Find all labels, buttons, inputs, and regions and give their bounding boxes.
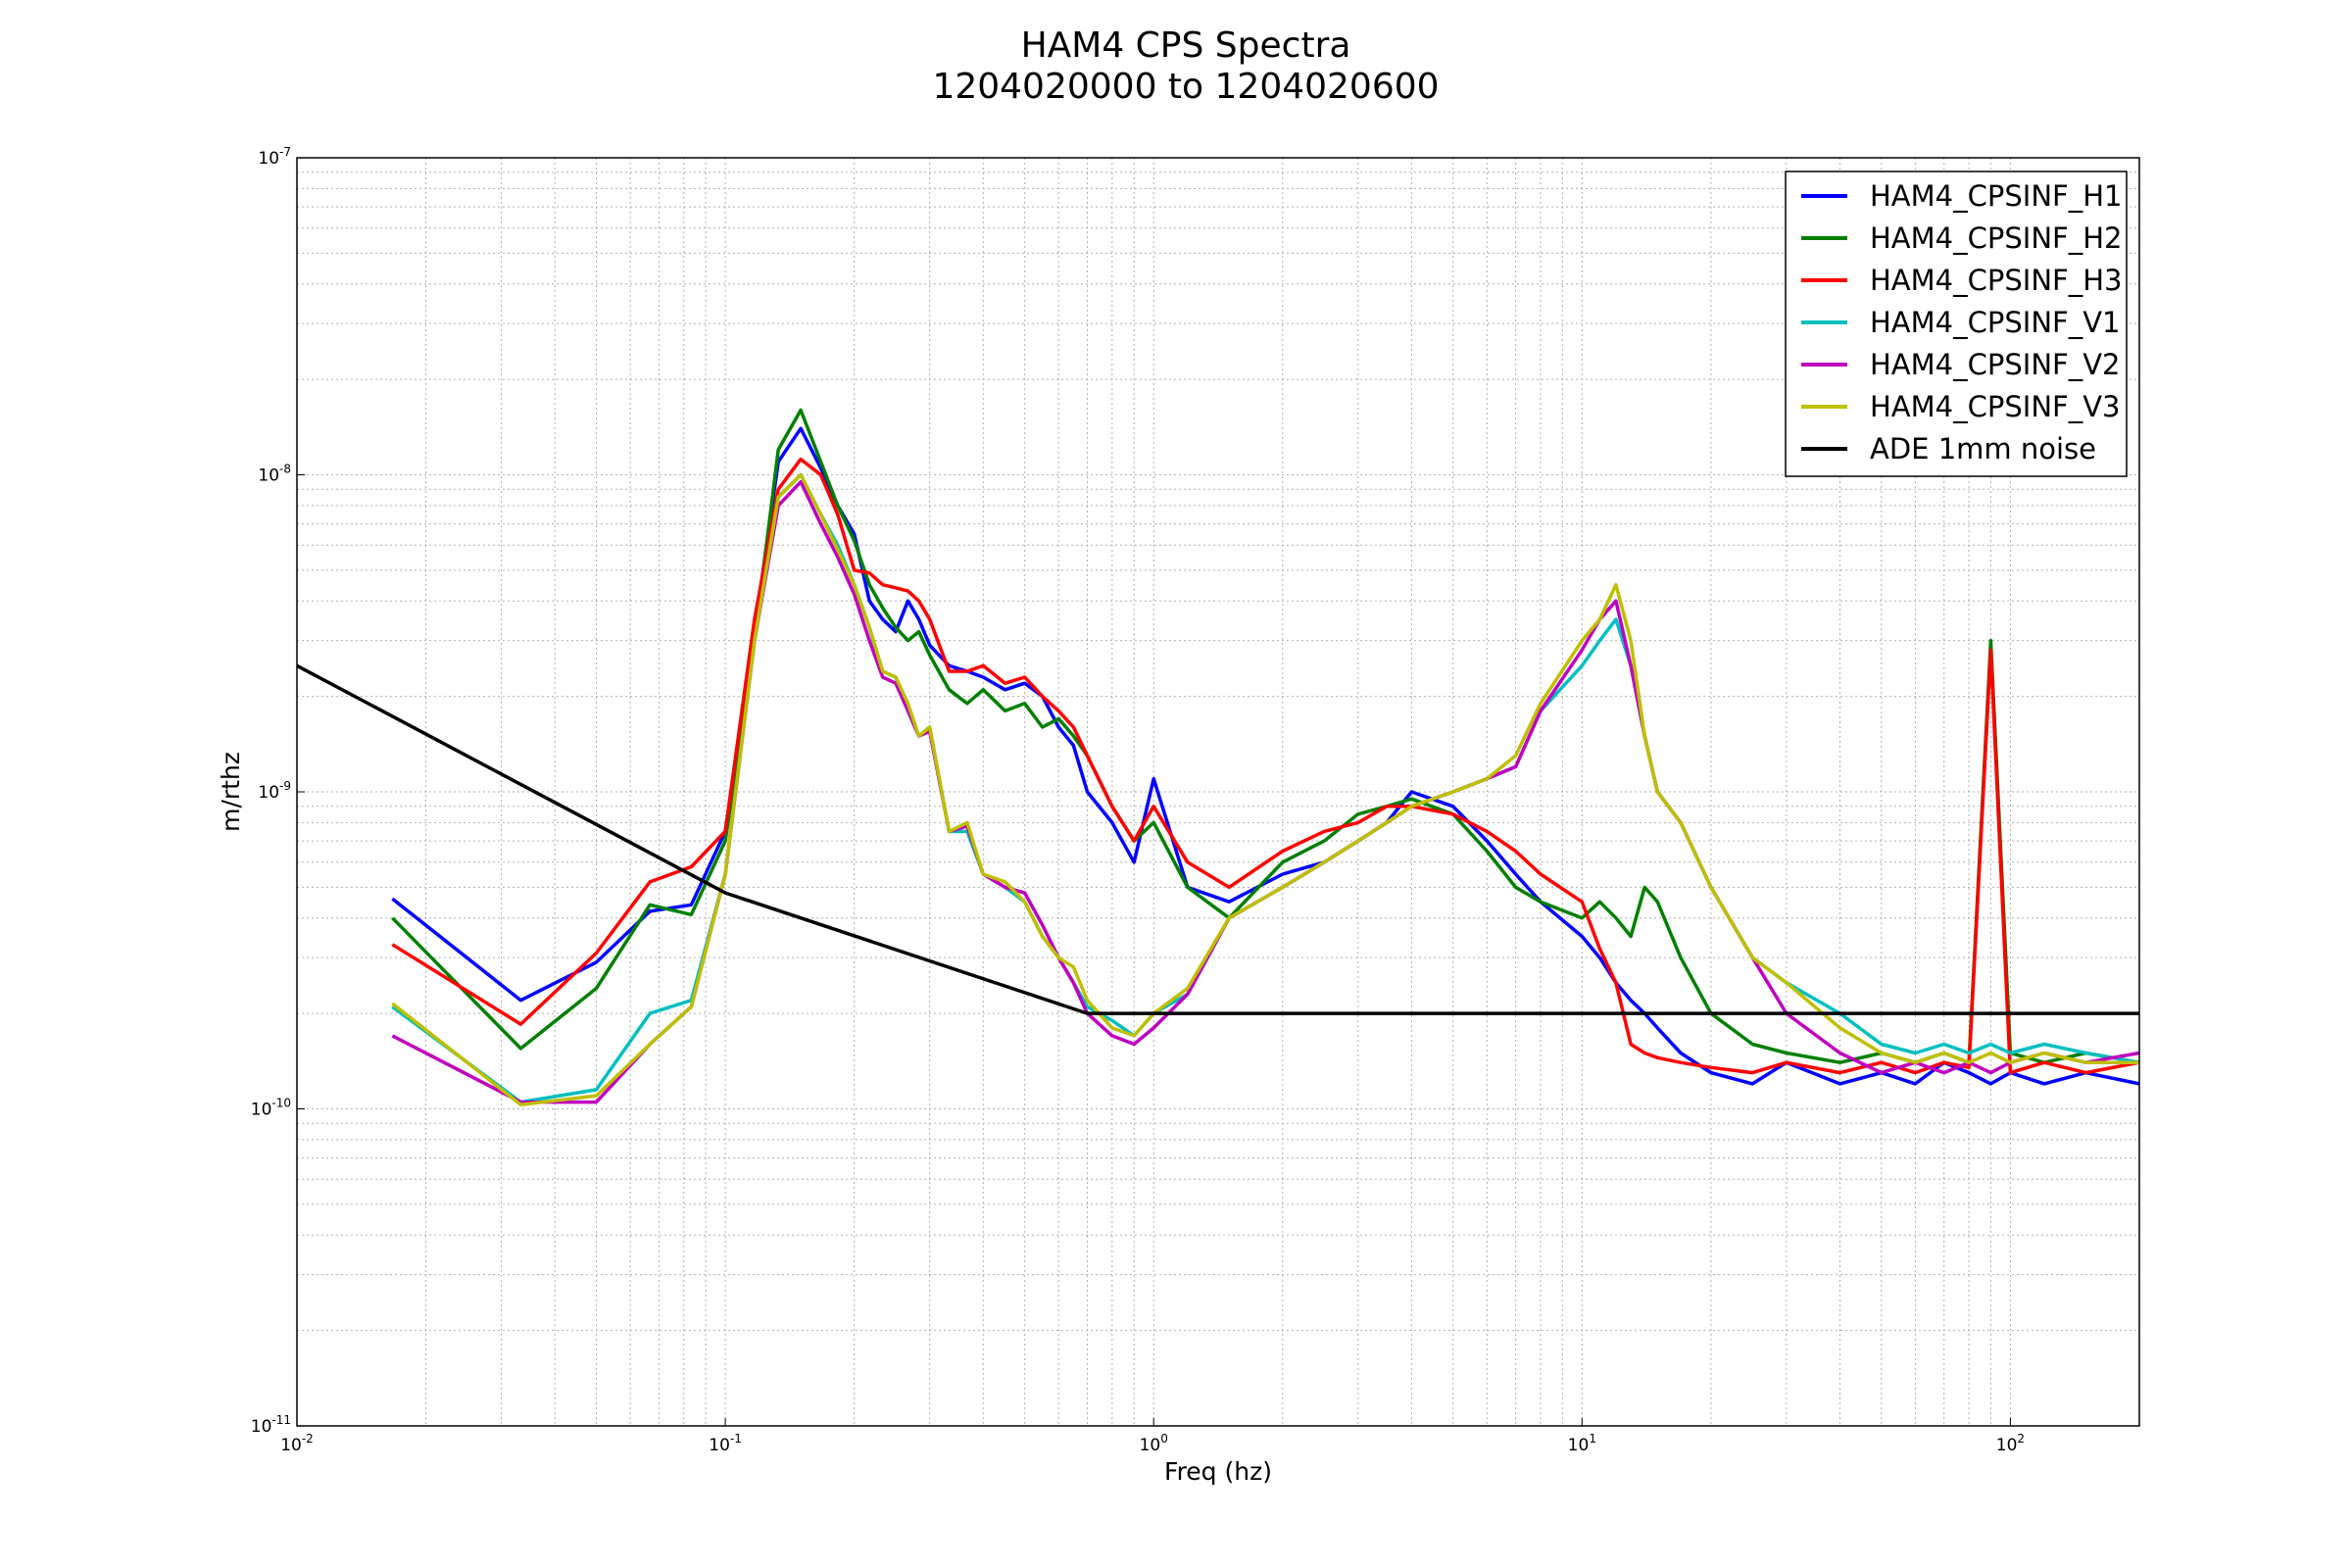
y-axis-label: m/rthz (217, 752, 245, 832)
series-line-ham4-cpsinf-h2 (391, 408, 2140, 1064)
legend-entry: HAM4_CPSINF_V3 (1870, 390, 2120, 423)
legend-entry: HAM4_CPSINF_H2 (1870, 221, 2122, 255)
y-tick-label: 10-7 (258, 145, 291, 169)
legend-entry: ADE 1mm noise (1870, 432, 2096, 466)
chart-title-line-1: HAM4 CPS Spectra (1021, 25, 1351, 66)
x-tick-label: 100 (1140, 1432, 1168, 1455)
y-tick-label: 10-9 (258, 779, 291, 803)
series-line-ham4-cpsinf-v2 (391, 479, 2140, 1104)
y-tick-label: 10-10 (251, 1097, 291, 1120)
tick-labels: 10-2 10-1 100 101 102 10-11 10-10 10-9 10-8 10-7 (251, 145, 2025, 1455)
chart-title-line-2: 1204020000 to 1204020600 (932, 67, 1439, 107)
legend-entry: HAM4_CPSINF_H3 (1870, 264, 2122, 297)
legend-entry: HAM4_CPSINF_V2 (1870, 348, 2120, 381)
x-tick-label: 10-2 (280, 1432, 314, 1455)
series-line-ham4-cpsinf-h1 (391, 426, 2140, 1086)
legend-entry: HAM4_CPSINF_V1 (1870, 306, 2120, 339)
y-tick-label: 10-8 (258, 463, 291, 486)
x-tick-label: 102 (1996, 1432, 2025, 1455)
x-tick-label: 101 (1568, 1432, 1596, 1455)
y-tick-label: 10-11 (251, 1413, 291, 1437)
series-line-ham4-cpsinf-v1 (391, 472, 2140, 1104)
series-line-ham4-cpsinf-v3 (391, 472, 2139, 1107)
x-axis-label: Freq (hz) (1164, 1457, 1272, 1486)
series-lines (296, 408, 2140, 1107)
series-line-ham4-cpsinf-h3 (391, 457, 2140, 1075)
legend-entry: HAM4_CPSINF_H1 (1870, 179, 2122, 213)
legend: HAM4_CPSINF_H1 HAM4_CPSINF_H2 HAM4_CPSINF_… (1785, 171, 2128, 477)
x-tick-label: 10-1 (709, 1432, 742, 1455)
series-line-ade-1mm-noise (296, 663, 2139, 1015)
